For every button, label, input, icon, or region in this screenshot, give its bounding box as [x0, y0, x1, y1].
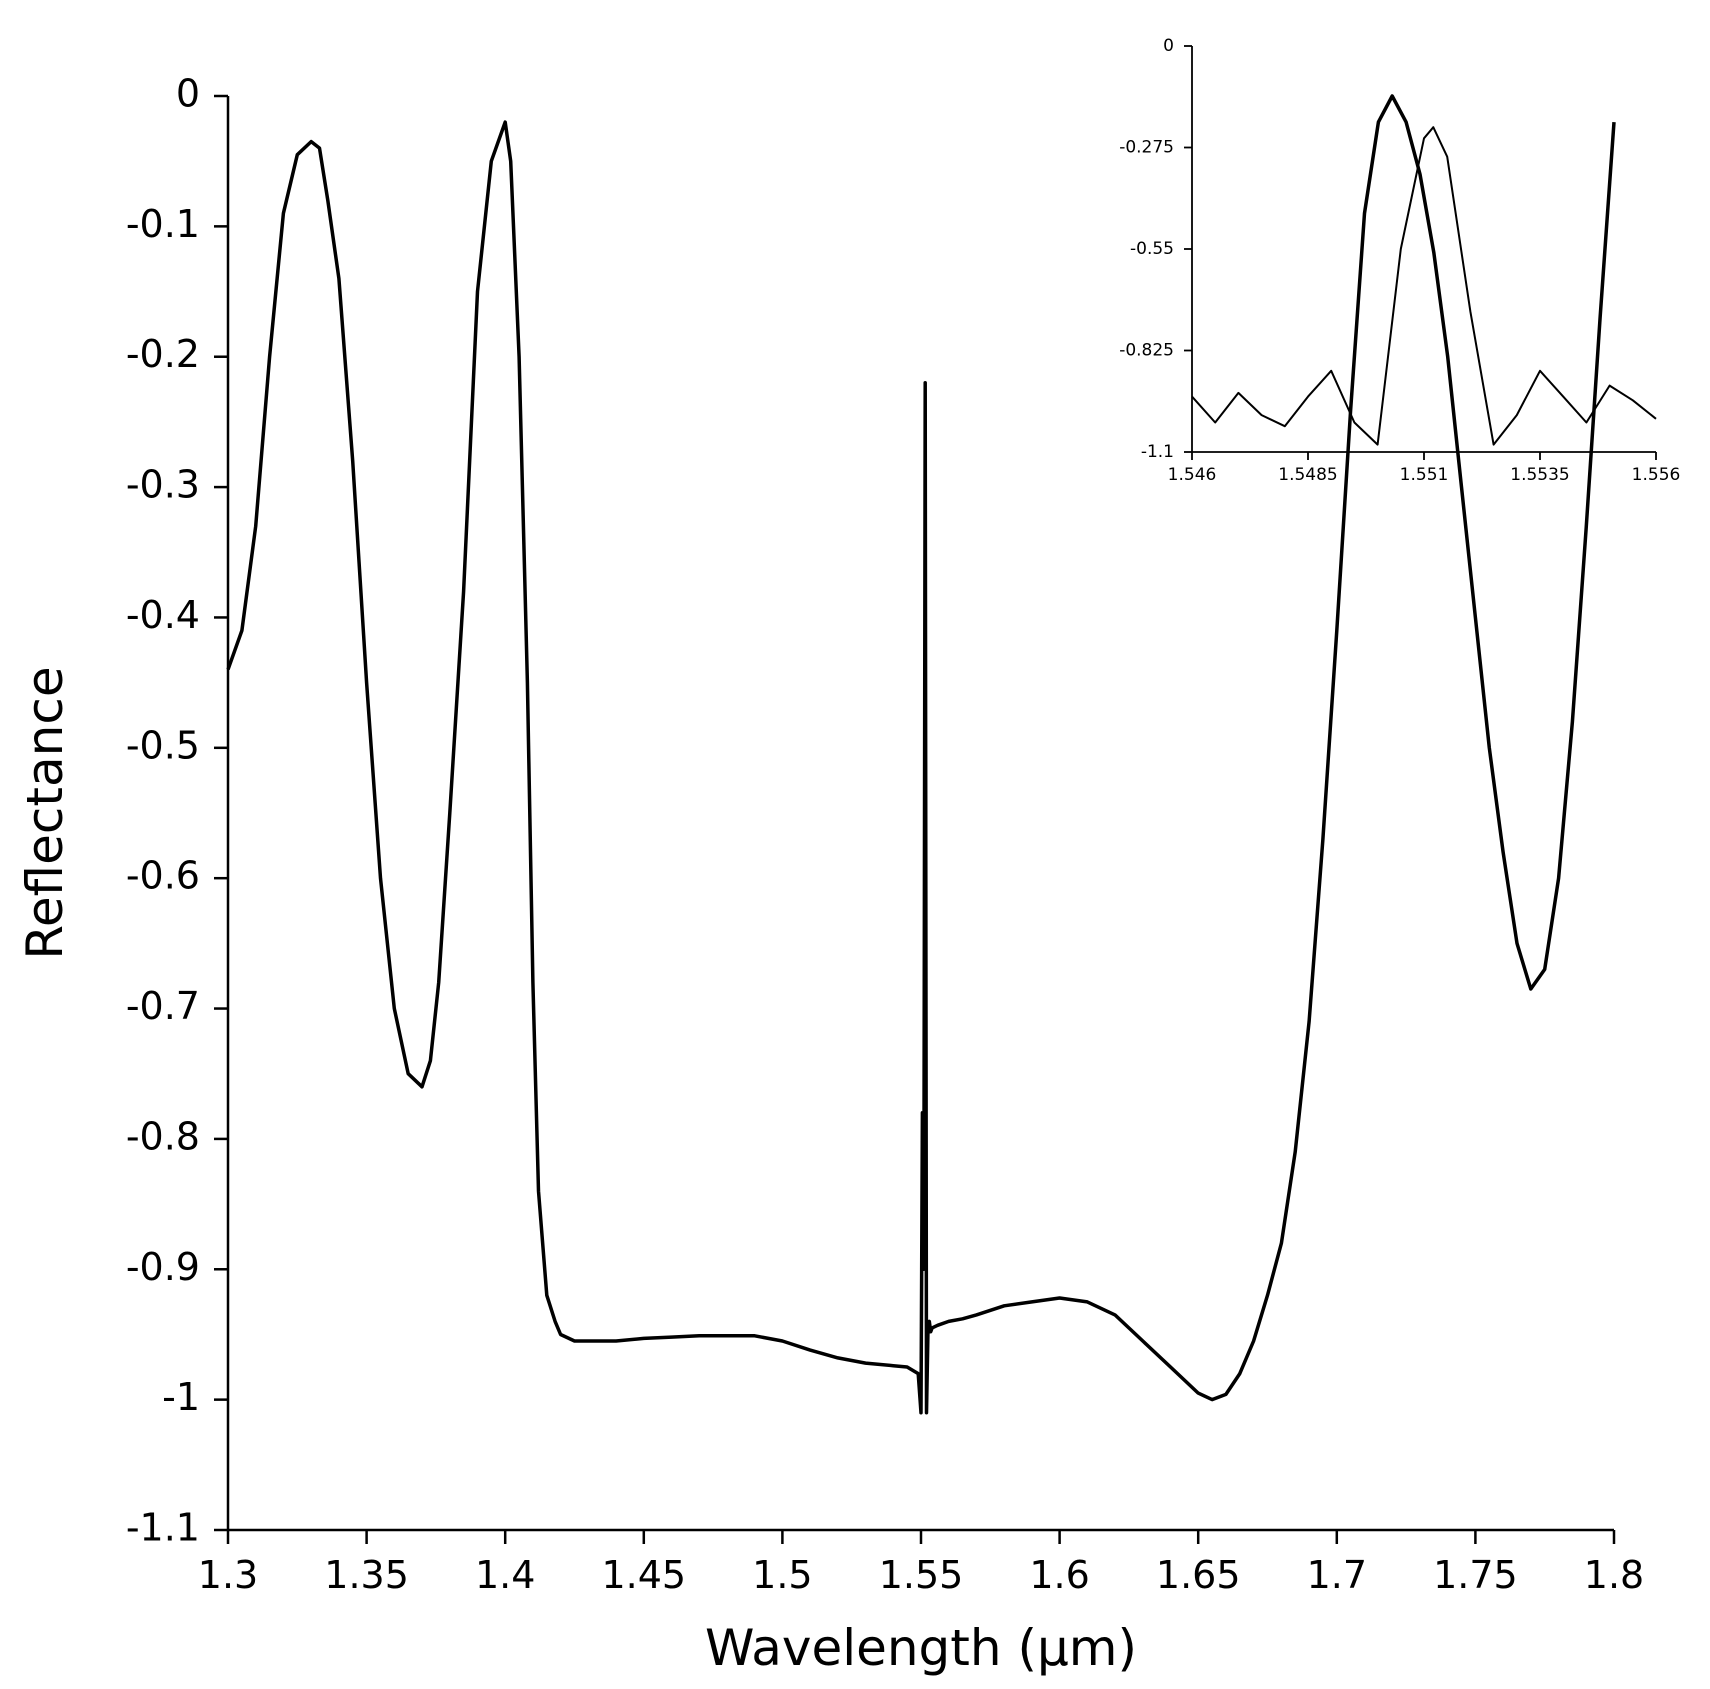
main-y-tick-label: -0.5	[126, 723, 200, 767]
inset-x-tick-label: 1.556	[1632, 465, 1681, 485]
main-x-tick-label: 1.7	[1307, 1553, 1367, 1597]
inset-x-tick-label: 1.551	[1400, 465, 1449, 485]
main-y-tick-label: -0.7	[126, 984, 200, 1028]
inset-ticks: 1.546 1.5485 1.551 1.5535 1.556 0 -0.275 -0.55 -…	[1119, 36, 1680, 485]
main-y-tick-label: -0.8	[126, 1114, 200, 1158]
main-y-tick-label: -0.1	[126, 202, 200, 246]
inset-y-tick-label: -0.825	[1119, 341, 1174, 361]
inset-y-tick-label: -0.55	[1130, 239, 1174, 259]
main-y-tick-label: -1.1	[126, 1506, 200, 1550]
main-ticks: 1.3 1.35 1.4 1.45 1.5 1.55 1.6 1.65 1.7 1.75 1.8 0 -…	[126, 72, 1644, 1598]
inset-y-tick-label: -0.275	[1119, 138, 1174, 158]
main-y-tick-label: 0	[176, 72, 200, 116]
main-y-tick-label: -0.9	[126, 1245, 200, 1289]
inset-x-tick-label: 1.546	[1168, 465, 1217, 485]
inset-y-tick-label: -1.1	[1141, 442, 1174, 462]
main-x-tick-label: 1.45	[601, 1553, 686, 1597]
main-x-tick-label: 1.8	[1584, 1553, 1644, 1597]
main-reflectance-line	[226, 94, 1616, 1415]
main-y-tick-label: -0.2	[126, 332, 200, 376]
main-x-tick-label: 1.35	[324, 1553, 409, 1597]
main-x-tick-label: 1.3	[198, 1553, 258, 1597]
main-y-tick-label: -0.4	[126, 593, 200, 637]
main-x-tick-label: 1.75	[1433, 1553, 1518, 1597]
main-x-tick-label: 1.5	[752, 1553, 812, 1597]
inset-y-tick-label: 0	[1163, 36, 1174, 56]
main-y-tick-label: -1	[162, 1375, 200, 1419]
inset-reflectance-line	[1191, 126, 1657, 446]
main-y-axis-title: Reflectance	[16, 666, 74, 959]
inset-x-tick-label: 1.5535	[1510, 465, 1569, 485]
main-x-tick-label: 1.4	[475, 1553, 535, 1597]
main-chart: 1.3 1.35 1.4 1.45 1.5 1.55 1.6 1.65 1.7 1.75 1.8 0 -…	[16, 72, 1644, 1678]
main-x-tick-label: 1.55	[879, 1553, 964, 1597]
main-y-tick-label: -0.6	[126, 854, 200, 898]
main-x-axis-title: Wavelength (µm)	[705, 1619, 1137, 1677]
inset-chart: 1.546 1.5485 1.551 1.5535 1.556 0 -0.275 -0.55 -…	[1119, 36, 1680, 485]
inset-x-tick-label: 1.5485	[1278, 465, 1337, 485]
main-x-tick-label: 1.6	[1029, 1553, 1089, 1597]
main-y-tick-label: -0.3	[126, 463, 200, 507]
main-x-tick-label: 1.65	[1156, 1553, 1241, 1597]
